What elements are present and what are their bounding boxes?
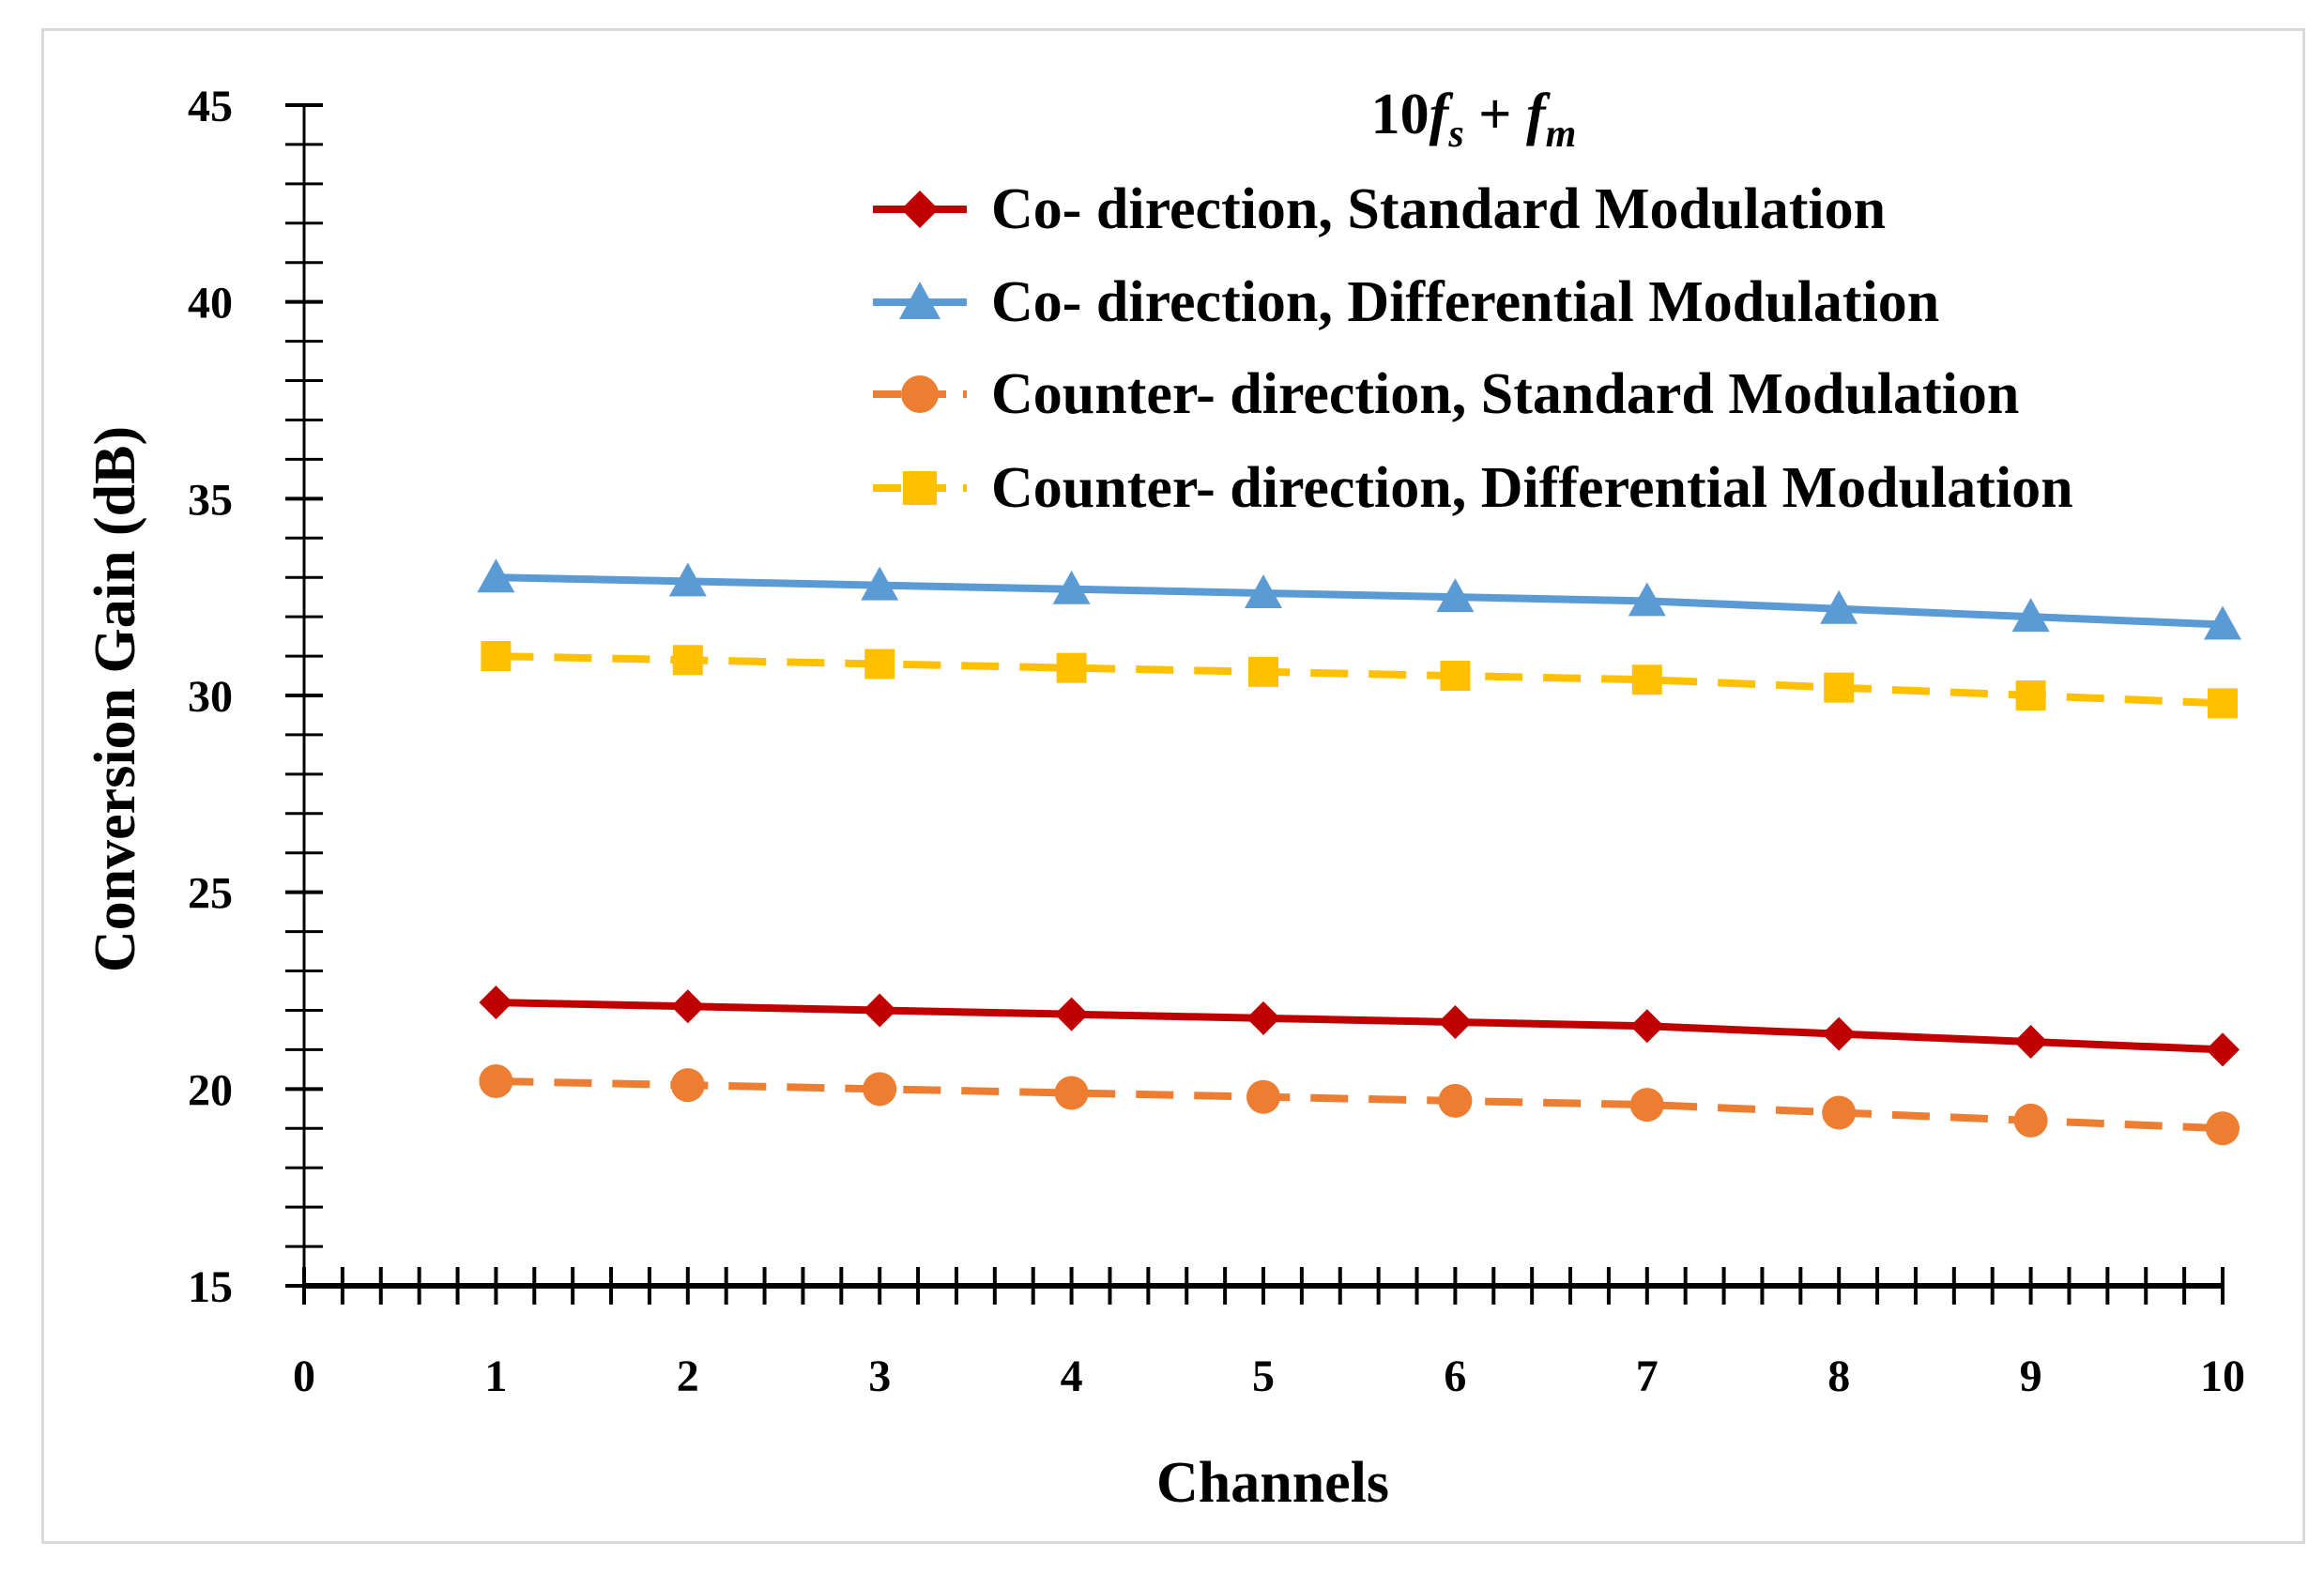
series-1 [479, 985, 2240, 1067]
data-point [1436, 578, 1475, 613]
legend-swatch-marker [901, 191, 939, 228]
x-tick-label: 4 [1061, 1352, 1083, 1401]
legend-item: Co- direction, Differential Modulation [873, 270, 1939, 334]
x-tick-label: 7 [1636, 1352, 1659, 1401]
data-point [863, 1072, 897, 1107]
data-point [1054, 997, 1089, 1031]
data-point [1246, 1079, 1280, 1114]
title-sub2: m [1546, 113, 1577, 156]
y-tick-label: 40 [188, 279, 233, 328]
data-point [479, 1063, 513, 1098]
data-point [1631, 664, 1662, 695]
x-tick-label: 5 [1252, 1352, 1275, 1401]
x-tick-label: 3 [868, 1352, 891, 1401]
data-point [1054, 1076, 1089, 1110]
series-layer [477, 558, 2241, 1146]
data-point [2204, 605, 2241, 640]
legend-label: Counter- direction, Standard Modulation [991, 362, 2019, 426]
data-point [479, 985, 513, 1020]
data-point [864, 649, 895, 680]
legend-item: Counter- direction, Standard Modulation [873, 362, 2019, 426]
title-op: + [1464, 83, 1526, 146]
data-point [2011, 598, 2050, 633]
y-tick-label: 45 [188, 82, 233, 131]
series-4 [481, 641, 2238, 719]
series-line [496, 999, 2224, 1054]
title-lead: 10 [1371, 83, 1430, 146]
data-point [1822, 1016, 1857, 1051]
data-point [2013, 1025, 2048, 1060]
data-point [1438, 1083, 1473, 1118]
data-point [1440, 661, 1471, 692]
data-point [2206, 1111, 2240, 1146]
data-point [1245, 573, 1282, 608]
data-point [1629, 1009, 1664, 1044]
y-tick-label: 35 [188, 475, 233, 525]
x-tick-label: 8 [1827, 1352, 1850, 1401]
y-tick-label: 25 [188, 869, 233, 919]
data-point [1052, 570, 1091, 604]
data-point [1822, 1095, 1857, 1130]
series-line [496, 1077, 2224, 1133]
data-point [1824, 672, 1855, 703]
title-sub1: s [1447, 113, 1463, 156]
series-2 [477, 558, 2241, 640]
data-point [1629, 1088, 1664, 1122]
data-point [2206, 1032, 2240, 1067]
data-point [861, 566, 899, 601]
data-point [863, 993, 897, 1028]
y-tick-label: 15 [188, 1262, 233, 1312]
series-3 [479, 1063, 2240, 1146]
data-point [2013, 1103, 2048, 1138]
data-point [672, 645, 703, 676]
legend-label: Co- direction, Differential Modulation [991, 270, 1939, 334]
chart-title: 10fs + fm [1371, 83, 1577, 156]
data-point [1246, 1000, 1280, 1035]
x-tick-label: 6 [1444, 1352, 1466, 1401]
legend-label: Counter- direction, Differential Modulat… [991, 456, 2073, 520]
x-tick-label: 10 [2200, 1352, 2245, 1401]
data-point [481, 641, 512, 672]
legend-item: Counter- direction, Differential Modulat… [873, 456, 2073, 520]
data-point [1056, 652, 1087, 683]
x-tick-label: 1 [484, 1352, 507, 1401]
legend-item: Co- direction, Standard Modulation [873, 177, 1886, 241]
data-point [2015, 680, 2046, 710]
y-axis-title: Conversion Gain (dB) [84, 426, 147, 972]
legend-swatch-marker [901, 375, 939, 413]
x-tick-label: 0 [293, 1352, 315, 1401]
data-point [1438, 1005, 1473, 1040]
legend-swatch-marker [899, 282, 940, 319]
data-point [477, 558, 515, 593]
data-point [1248, 656, 1278, 687]
y-tick-label: 30 [188, 672, 233, 722]
data-point [1628, 582, 1666, 617]
axes-layer [285, 103, 2225, 1305]
data-point [670, 989, 705, 1024]
y-tick-label: 20 [188, 1065, 233, 1115]
legend-swatch-marker [903, 471, 937, 505]
data-point [2208, 688, 2238, 719]
data-point [668, 562, 707, 597]
data-point [1820, 589, 1858, 624]
x-tick-label: 9 [2020, 1352, 2042, 1401]
x-axis-title: Channels [1156, 1451, 1389, 1515]
series-line [496, 652, 2224, 708]
legend-label: Co- direction, Standard Modulation [991, 177, 1886, 241]
x-tick-label: 2 [677, 1352, 699, 1401]
legend: Co- direction, Standard Modulation Co- di… [873, 177, 2073, 520]
series-line [496, 573, 2224, 629]
data-point [670, 1068, 705, 1103]
